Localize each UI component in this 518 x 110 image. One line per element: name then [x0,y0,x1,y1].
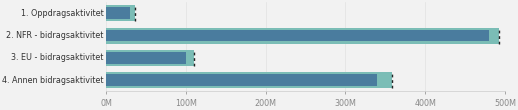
Bar [106,74,378,86]
Bar [106,5,135,21]
Bar [106,50,194,66]
Bar [106,72,392,88]
Bar [106,7,130,19]
Bar [106,52,186,64]
Bar [106,28,498,44]
Bar [106,30,489,41]
